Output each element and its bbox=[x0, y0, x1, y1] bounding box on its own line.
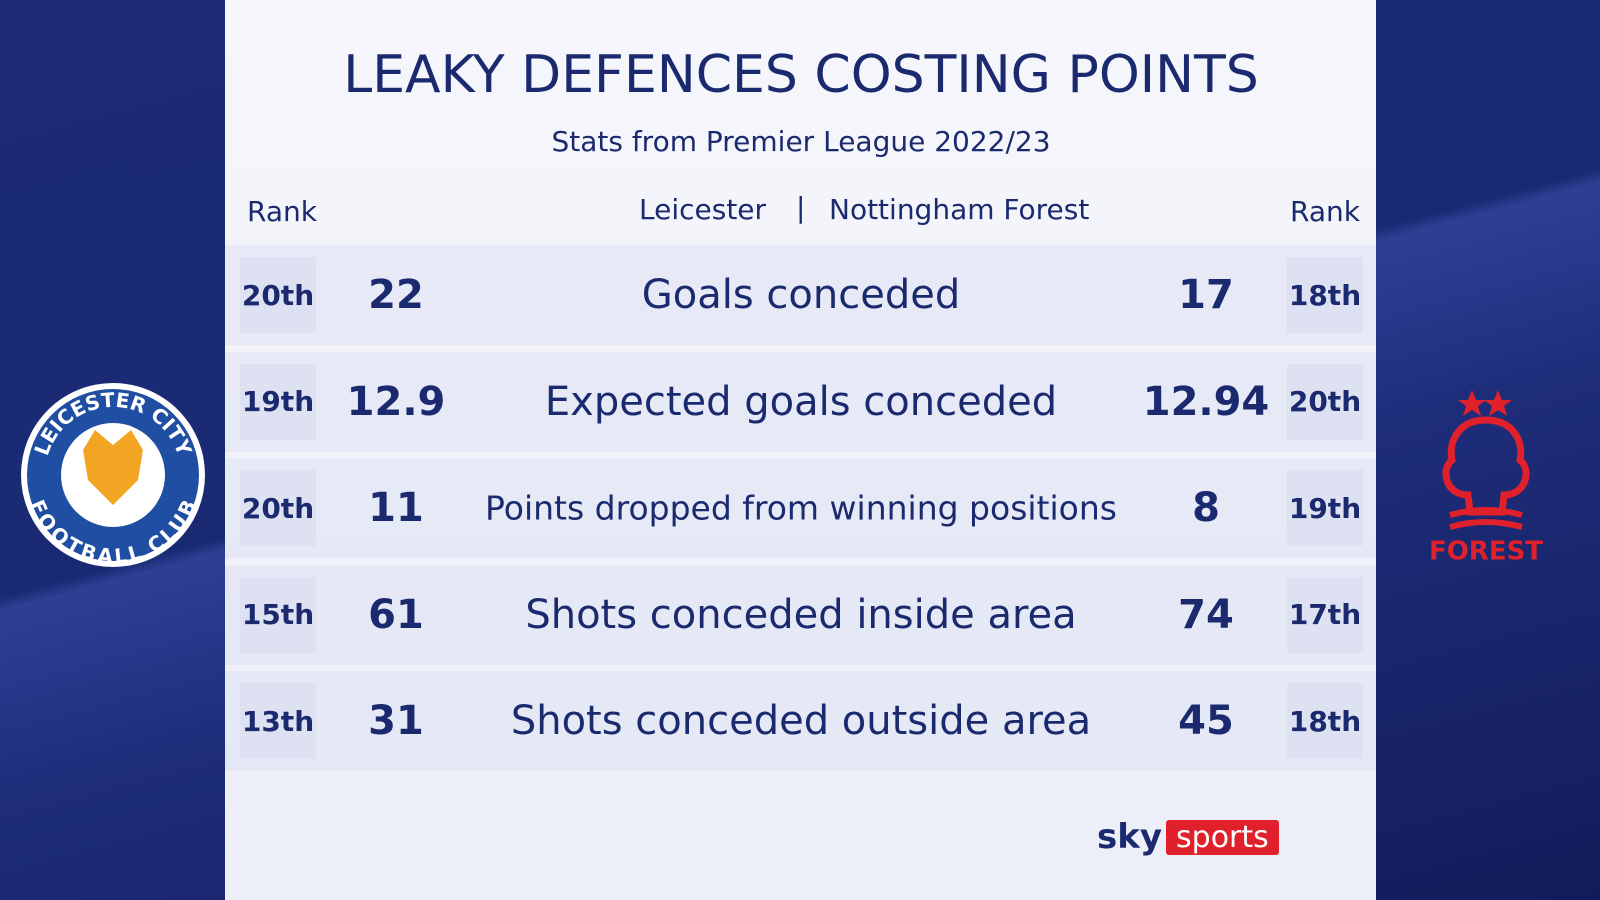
column-header: Leicester bbox=[639, 193, 767, 226]
column-header: Nottingham Forest bbox=[829, 193, 1090, 226]
left-value: 61 bbox=[368, 591, 424, 638]
right-rank: 18th bbox=[1287, 257, 1363, 333]
subtitle: Stats from Premier League 2022/23 bbox=[551, 125, 1051, 158]
brand: sky sports bbox=[1097, 817, 1279, 857]
right-value: 12.94 bbox=[1142, 378, 1270, 425]
stat-label: Shots conceded outside area bbox=[510, 698, 1092, 744]
left-rank: 20th bbox=[240, 257, 316, 333]
right-rank: 19th bbox=[1287, 470, 1363, 546]
right-value: 45 bbox=[1178, 698, 1234, 744]
brand-sports: sports bbox=[1166, 819, 1279, 855]
stat-label: Expected goals conceded bbox=[544, 378, 1058, 425]
row bbox=[225, 671, 1376, 771]
left-rank: 13th bbox=[240, 683, 316, 759]
stat-label: Points dropped from winning positions bbox=[485, 488, 1117, 528]
stat-label: Shots conceded inside area bbox=[525, 591, 1077, 638]
forest-logo: FOREST bbox=[1429, 390, 1543, 567]
column-header: Rank bbox=[1290, 195, 1360, 228]
title: LEAKY DEFENCES COSTING POINTS bbox=[343, 45, 1259, 105]
brand-sky: sky bbox=[1097, 817, 1163, 857]
column-header: | bbox=[796, 191, 806, 224]
left-value: 31 bbox=[368, 698, 424, 744]
row bbox=[225, 351, 1376, 452]
stat-label: Goals conceded bbox=[641, 272, 961, 318]
right-value: 17 bbox=[1178, 272, 1234, 318]
left-value: 22 bbox=[368, 272, 424, 318]
left-rank: 15th bbox=[240, 576, 316, 653]
column-header: Rank bbox=[247, 195, 317, 228]
row bbox=[225, 564, 1376, 665]
panel: LEAKY DEFENCES COSTING POINTS Stats from… bbox=[225, 0, 1376, 900]
right-rank: 18th bbox=[1287, 683, 1363, 759]
left-value: 11 bbox=[368, 485, 424, 531]
leicester-logo: LEICESTER CITY FOOTBALL CLUB bbox=[21, 383, 205, 569]
right-rank: 17th bbox=[1287, 576, 1363, 653]
left-rank: 19th bbox=[240, 363, 316, 440]
row bbox=[225, 245, 1376, 345]
left-value: 12.9 bbox=[346, 378, 446, 425]
right-value: 8 bbox=[1192, 485, 1220, 531]
left-rank: 20th bbox=[240, 470, 316, 546]
right-rank: 20th bbox=[1287, 363, 1363, 440]
right-value: 74 bbox=[1178, 591, 1234, 638]
logo-text: FOREST bbox=[1429, 537, 1543, 567]
row bbox=[225, 458, 1376, 558]
